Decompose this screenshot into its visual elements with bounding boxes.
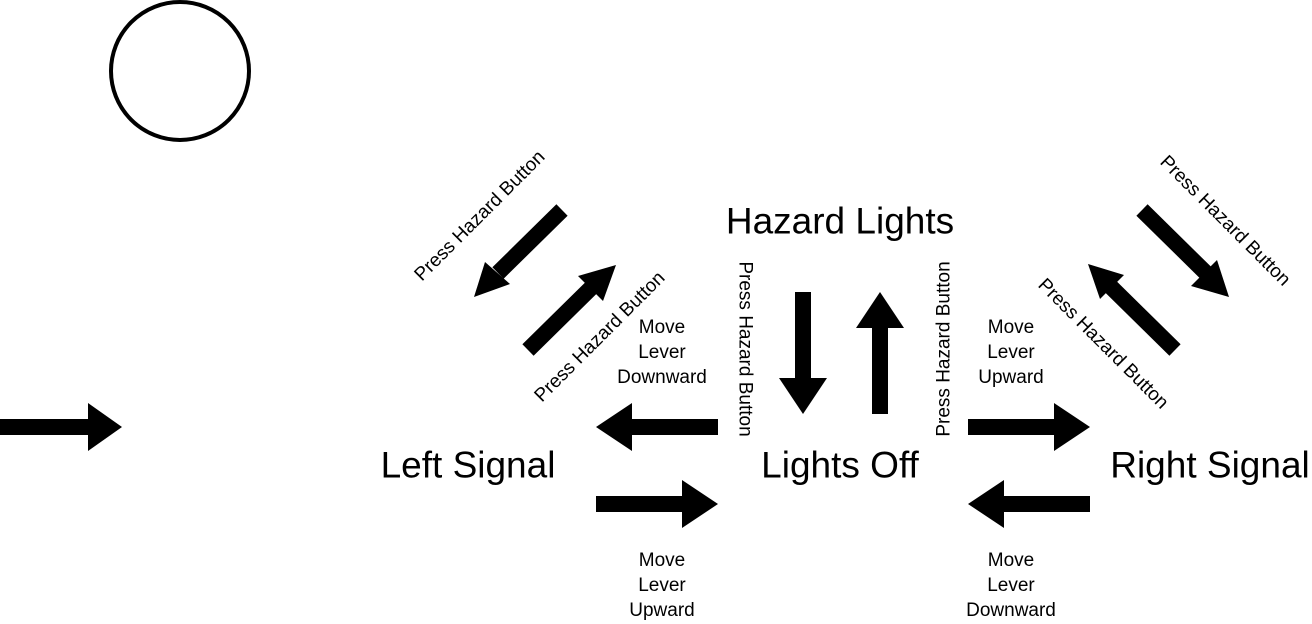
state-left-signal: Left Signal xyxy=(380,444,556,486)
label-off-to-left: Move Lever Downward xyxy=(617,315,707,390)
label-line: Lever xyxy=(987,342,1035,363)
arrow-hazard-to-left xyxy=(474,204,568,297)
label-line: Downward xyxy=(966,600,1056,621)
label-line: Upward xyxy=(629,600,695,621)
label-off-to-right: Move Lever Upward xyxy=(978,315,1043,390)
label-line: Upward xyxy=(978,367,1044,388)
state-hazard-lights: Hazard Lights xyxy=(725,200,955,242)
arrow-hazard-to-right xyxy=(1136,204,1229,297)
legend-initial-state-circle xyxy=(109,0,251,142)
state-lights-off: Lights Off xyxy=(761,444,919,486)
label-line: Move xyxy=(987,317,1035,338)
label-right-to-off: Move Lever Downward xyxy=(966,548,1056,623)
arrow-right-to-off xyxy=(968,480,1090,528)
arrow-right-to-hazard xyxy=(1088,264,1181,356)
label-line: Move xyxy=(638,317,686,338)
arrow-off-to-right xyxy=(968,403,1090,451)
label-line: Lever xyxy=(638,575,686,596)
label-off-to-hazard: Press Hazard Button xyxy=(933,261,955,437)
arrow-left-to-off xyxy=(596,480,718,528)
label-line: Move xyxy=(638,550,686,571)
label-left-to-off: Move Lever Upward xyxy=(629,548,694,623)
arrow-left-to-hazard xyxy=(522,265,616,356)
label-line: Move xyxy=(987,550,1035,571)
label-line: Lever xyxy=(987,575,1035,596)
legend-transition-arrow xyxy=(0,403,122,451)
label-hazard-to-off: Press Hazard Button xyxy=(734,261,756,437)
state-right-signal: Right Signal xyxy=(1110,444,1310,486)
arrow-hazard-to-off xyxy=(779,292,827,414)
label-line: Lever xyxy=(638,342,686,363)
arrow-off-to-hazard xyxy=(856,292,904,414)
label-line: Downward xyxy=(617,367,707,388)
arrow-off-to-left xyxy=(596,403,718,451)
